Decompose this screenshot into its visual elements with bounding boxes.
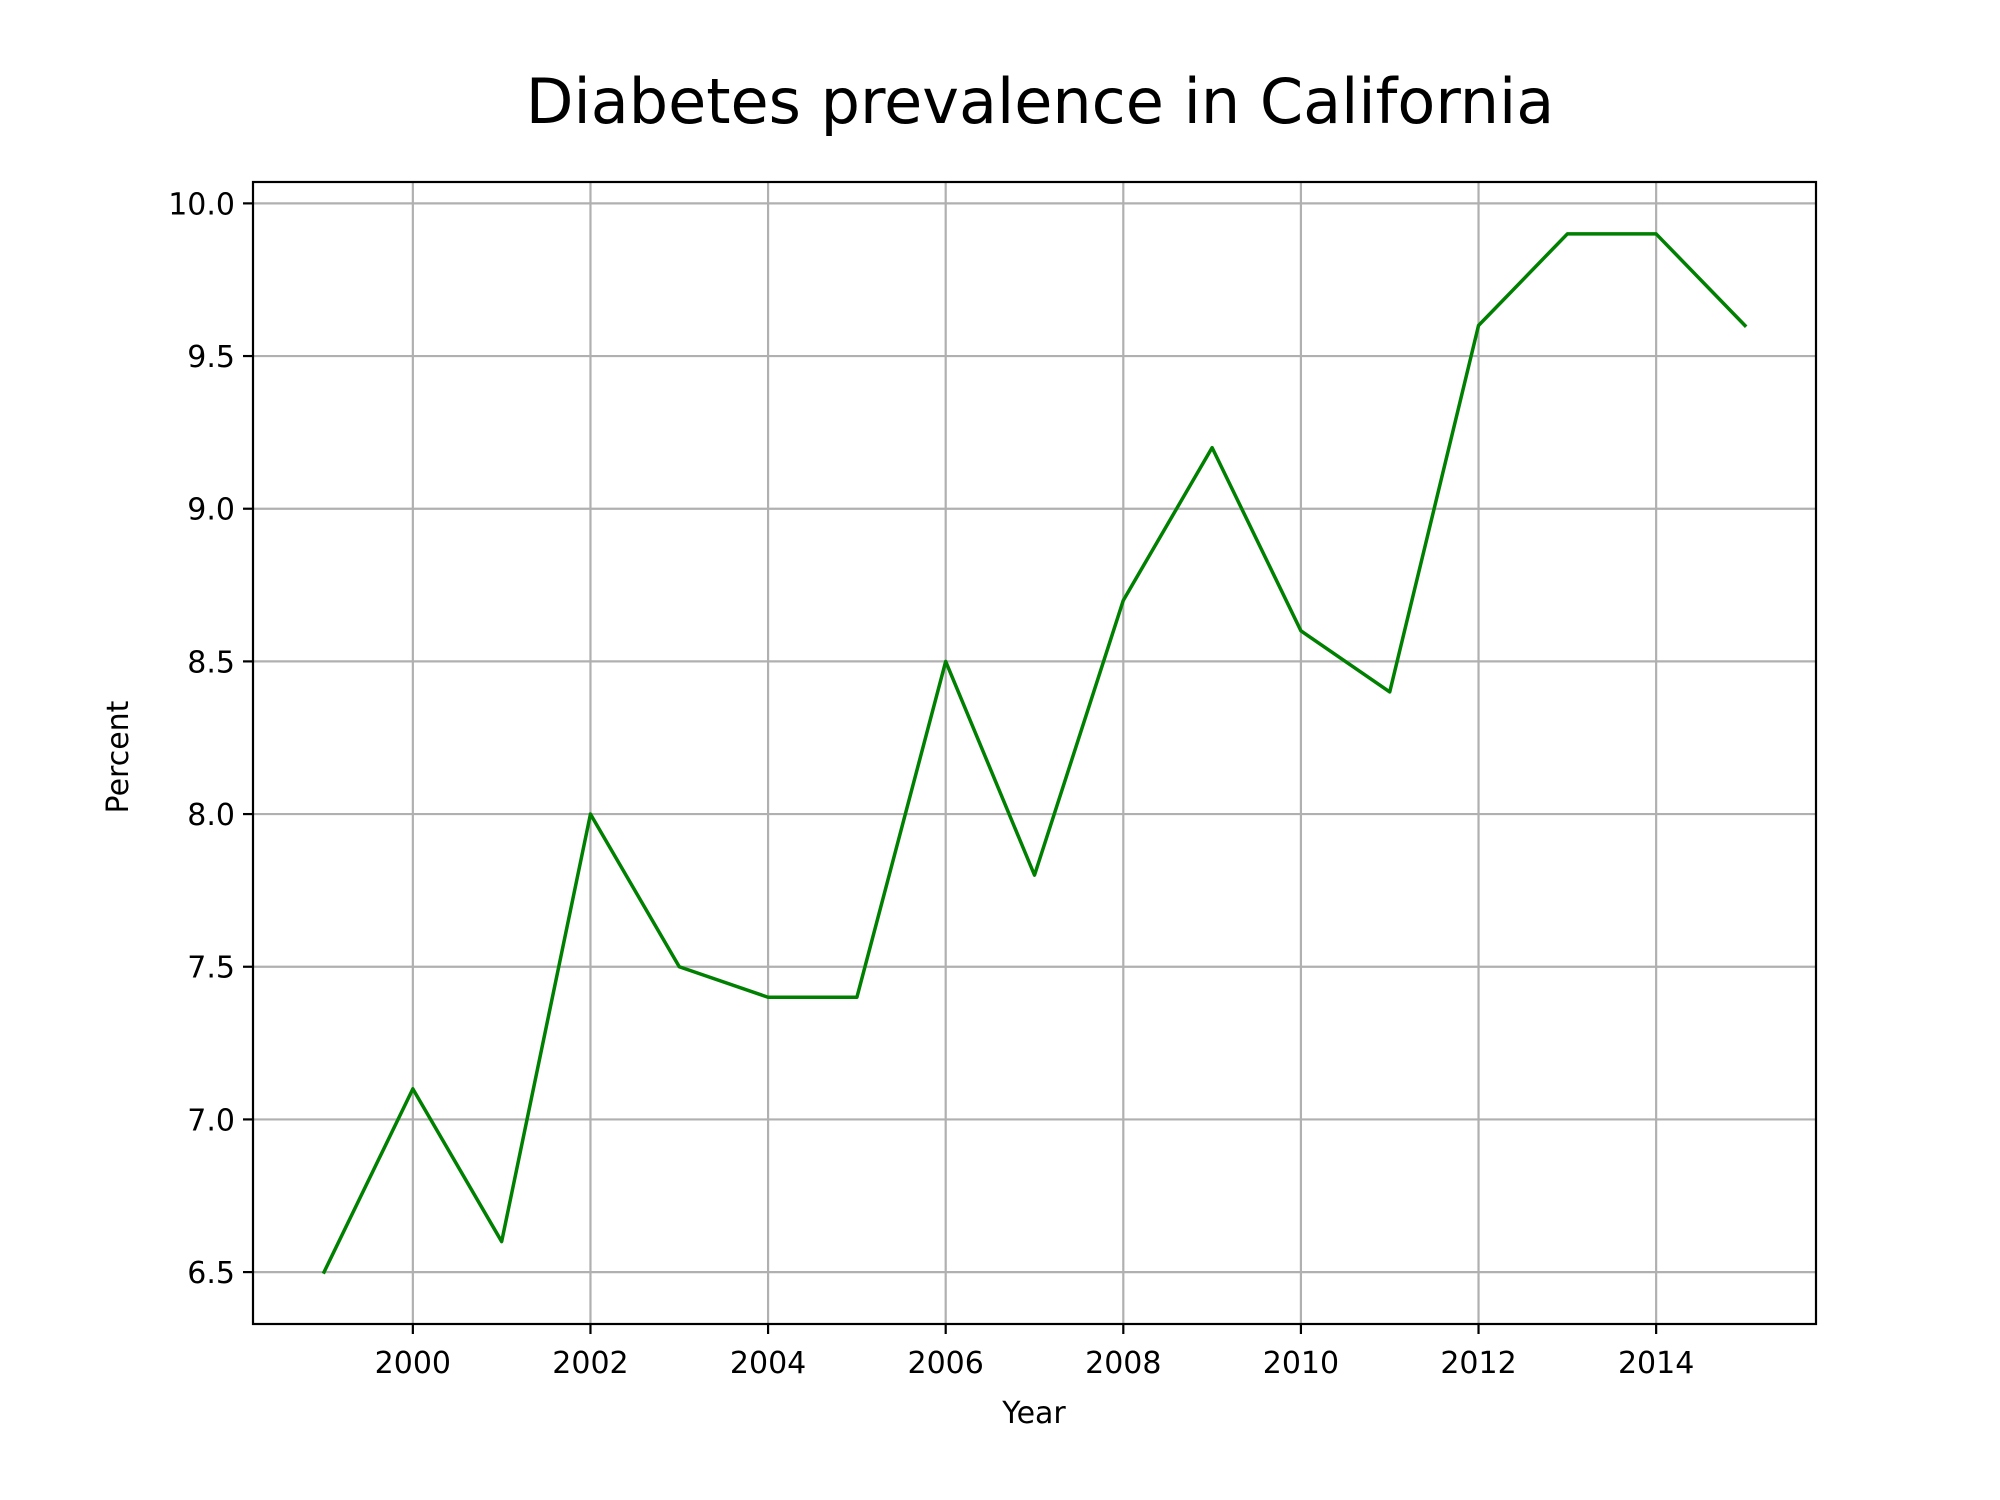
tick-labels: 2000 2002 2004 2006 2008 2010 2012 2014 6.5 7.0 7.…	[168, 187, 1694, 1381]
axis-ticks	[243, 202, 1658, 1334]
series-layer	[321, 232, 1748, 1275]
x-tick-label: 2004	[730, 1346, 806, 1381]
y-tick-label: 9.0	[187, 493, 235, 528]
x-tick-label: 2000	[375, 1346, 451, 1381]
y-axis-label: Percent	[101, 700, 136, 813]
plot-frame	[251, 180, 1818, 1326]
y-tick-label: 6.5	[187, 1256, 235, 1291]
y-tick-label: 10.0	[168, 187, 235, 222]
y-tick-label: 9.5	[187, 340, 235, 375]
x-tick-label: 2006	[908, 1346, 984, 1381]
x-tick-label: 2002	[552, 1346, 628, 1381]
y-tick-label: 7.0	[187, 1103, 235, 1138]
chart-title: Diabetes prevalence in California	[526, 65, 1554, 138]
x-tick-label: 2014	[1618, 1346, 1694, 1381]
y-tick-label: 8.5	[187, 645, 235, 680]
x-axis-label: Year	[1001, 1396, 1066, 1431]
x-tick-label: 2010	[1263, 1346, 1339, 1381]
gridlines	[253, 182, 1816, 1324]
x-tick-label: 2008	[1085, 1346, 1161, 1381]
y-tick-label: 7.5	[187, 951, 235, 986]
x-tick-label: 2012	[1440, 1346, 1516, 1381]
series-line	[321, 232, 1748, 1275]
y-tick-label: 8.0	[187, 798, 235, 833]
